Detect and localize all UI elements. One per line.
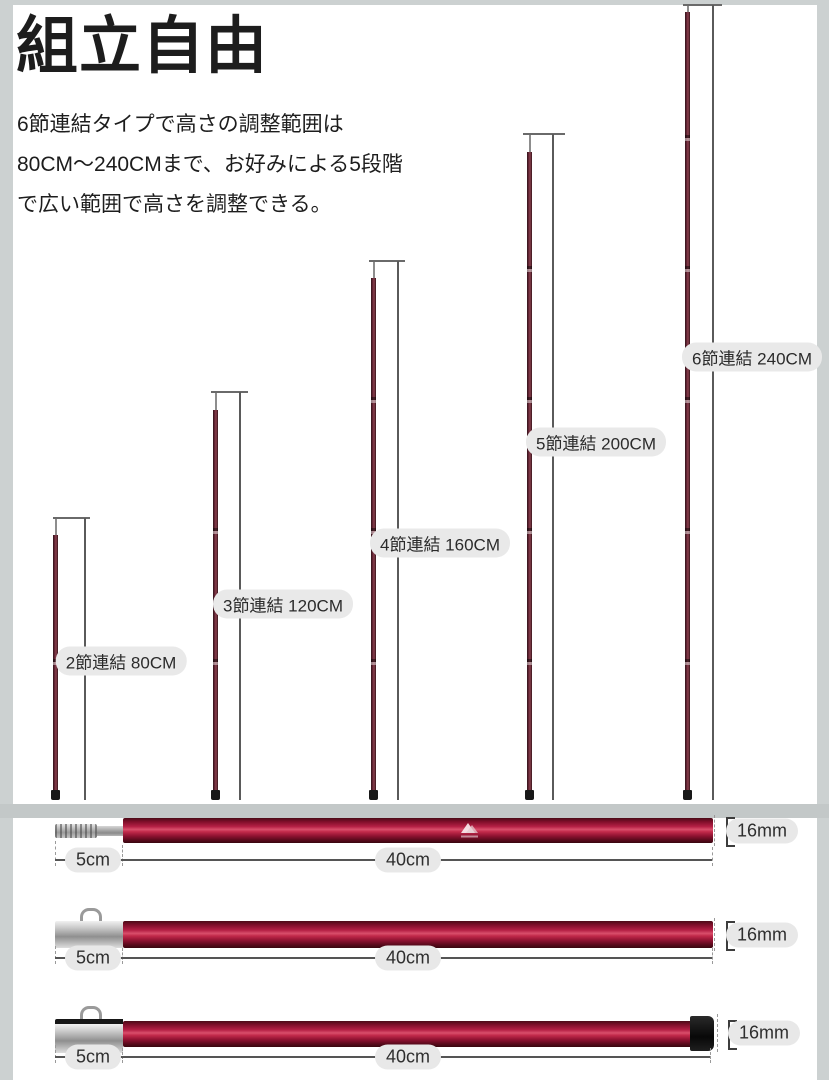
diameter-label: 16mm [725,922,799,948]
pole-segment-body [123,818,713,843]
dimension-line [712,5,714,800]
pole-foot [51,790,60,800]
dimension-top-tick [53,517,90,519]
tip-length-label: 5cm [64,945,122,971]
diameter-label: 16mm [725,818,799,844]
tip-length-label: 5cm [64,1044,122,1070]
dimension-dashed-extension [122,1048,123,1063]
pole-foot [525,790,534,800]
dimension-dashed-extension [55,946,56,964]
pole-top-pin [215,392,217,410]
dimension-top-tick [211,391,248,393]
description-text: 6節連結タイプで高さの調整範囲は 80CM～240CMまで、お好みによる5段階 … [17,105,403,225]
pole-segment-body [123,921,713,948]
dimension-dashed-extension [712,847,713,866]
dimension-top-tick [683,4,722,6]
pole-top-pin [373,261,375,278]
pull-ring-icon [80,1006,102,1022]
pole-height-label: 6節連結 240CM [682,342,822,372]
dimension-dashed-extension [122,948,123,964]
pole-height-label: 4節連結 160CM [370,528,510,558]
pole-height-label: 5節連結 200CM [526,427,666,457]
pole-top-pin [55,518,57,535]
dimension-dashed-extension [710,1048,711,1063]
pole-foot [369,790,378,800]
metal-sleeve [55,921,123,948]
dimension-top-tick [369,260,405,262]
pole-bar [527,152,532,790]
description-line-2: 80CM～240CMまで、お好みによる5段階 [17,153,403,176]
body-length-label: 40cm [374,945,442,971]
top-border-strip [0,0,829,5]
dimension-line [552,134,554,800]
pole-foot [683,790,692,800]
pole-bar [685,12,690,790]
diameter-label: 16mm [727,1020,801,1046]
dimension-dashed-extension [55,841,56,866]
diameter-dashed-extension [714,918,715,951]
black-end-cap [690,1016,714,1051]
pole-height-label: 3節連結 120CM [213,589,353,619]
pole-bar [53,535,58,790]
pole-top-pin [529,134,531,152]
brand-logo-mountain-icon [461,823,478,838]
threaded-connector-tip [55,824,97,838]
pole-segment-body [123,1021,693,1047]
diameter-dashed-extension [714,815,715,846]
pole-height-label: 2節連結 80CM [55,646,187,676]
tip-length-label: 5cm [64,847,122,873]
body-length-label: 40cm [374,847,442,873]
left-border-strip [0,0,13,1080]
page-title: 組立自由 [16,12,269,81]
section-separator-band [0,804,829,818]
right-border-strip [817,0,829,1080]
dimension-dashed-extension [55,1045,56,1063]
dimension-dashed-extension [712,948,713,964]
connector-pin [97,826,123,836]
diameter-dashed-extension [717,1014,718,1052]
pull-ring-icon [80,908,102,924]
pole-foot [211,790,220,800]
pole-top-pin [687,5,689,13]
dimension-top-tick [523,133,565,135]
dimension-dashed-extension [122,845,123,866]
body-length-label: 40cm [374,1044,442,1070]
description-line-1: 6節連結タイプで高さの調整範囲は [17,113,344,136]
description-line-3: で広い範囲で高さを調整できる。 [17,193,332,216]
